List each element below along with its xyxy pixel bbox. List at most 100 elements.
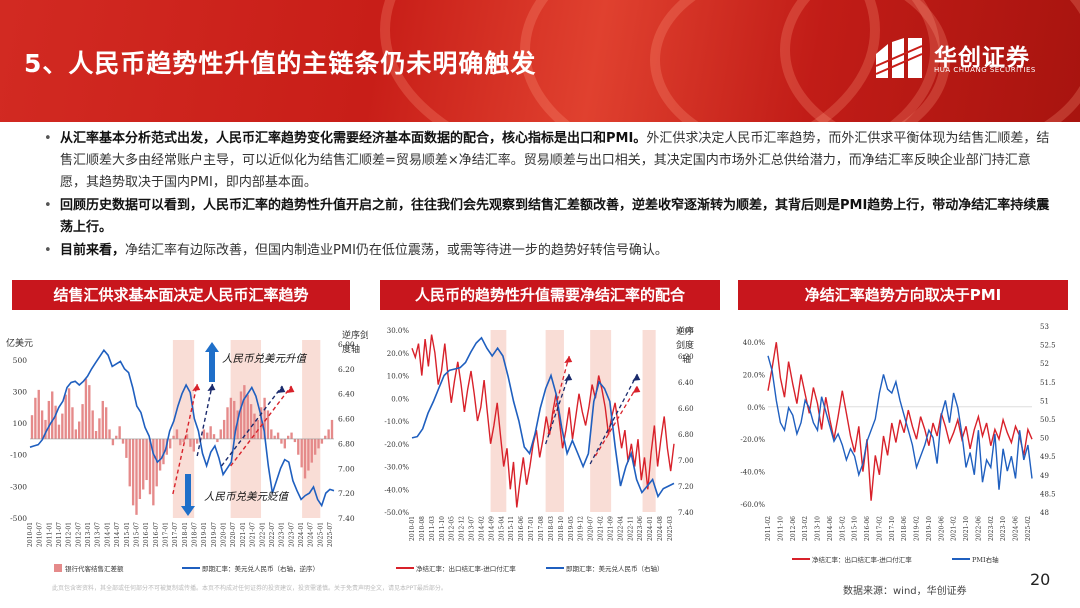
- bar: [280, 438, 283, 444]
- right-tick-label: 6.00: [338, 340, 355, 349]
- x-tick-label: 2018-03: [548, 516, 555, 541]
- left-tick-label: 10.0%: [387, 373, 410, 381]
- x-tick-label: 2019-12: [578, 516, 585, 541]
- trend-arrow-0: [172, 383, 198, 495]
- bar: [152, 438, 155, 506]
- x-tick-label: 2010-01: [409, 516, 416, 541]
- x-tick-label: 2025-07: [327, 522, 334, 547]
- trend-arrowhead-1: [207, 384, 216, 391]
- bar: [185, 434, 189, 439]
- trend-arrowhead-2: [632, 374, 641, 381]
- bar: [216, 438, 219, 443]
- right-chart: 40.0% 20.0% 0.0% -20.0% -40.0% -60.0% 53 52.5 52…: [740, 323, 1056, 564]
- bar: [51, 391, 54, 439]
- trend-arrow-2: [589, 373, 638, 465]
- bar: [128, 438, 131, 487]
- x-tick-label: 2016-07: [153, 522, 160, 547]
- left-tick-label: 30.0%: [387, 327, 410, 335]
- bar: [297, 438, 300, 455]
- x-tick-label: 2017-01: [162, 522, 169, 547]
- x-tick-label: 2019-01: [201, 522, 208, 547]
- bar: [290, 432, 293, 439]
- x-tick-label: 2011-01: [46, 522, 53, 547]
- bar: [71, 407, 74, 439]
- x-tick-label: 2014-06: [827, 516, 834, 541]
- legend-label-2: 即期汇率：美元兑人民币（右轴）: [566, 564, 664, 573]
- bar: [94, 431, 98, 439]
- x-tick-label: 2017-02: [876, 516, 883, 541]
- x-tick-label: 2011-03: [429, 516, 436, 541]
- bar: [286, 435, 290, 439]
- x-tick-label: 2015-07: [133, 522, 140, 547]
- right-tick-label: 50.5: [1040, 416, 1056, 424]
- bar: [115, 435, 118, 439]
- bar: [313, 438, 317, 455]
- legend-label-1: 净结汇率：出口结汇率-进口付汇率: [416, 564, 516, 573]
- x-tick-label: 2017-08: [538, 516, 545, 541]
- right-tick-label: 6.20: [678, 353, 694, 361]
- x-tick-label: 2014-09: [488, 516, 495, 541]
- middle-chart: 30.0% 20.0% 10.0% 0.0% -10.0% -20.0% -30.0% -40…: [384, 325, 694, 573]
- x-tick-label: 2019-07: [211, 522, 218, 547]
- right-tick-label: 6.60: [338, 415, 355, 424]
- bar: [260, 407, 263, 439]
- x-tick-label: 2015-02: [839, 516, 846, 541]
- annotation-appreciation: 人民币兑美元升值: [222, 353, 307, 365]
- x-tick-label: 2021-09: [607, 516, 614, 541]
- right-tick-label: 6.80: [678, 431, 694, 439]
- x-tick-label: 2013-07: [469, 516, 476, 541]
- bar: [118, 426, 121, 439]
- right-tick-label: 7.00: [338, 464, 355, 473]
- x-tick-label: 2010-07: [37, 522, 44, 547]
- trend-arrow-0: [545, 373, 570, 445]
- x-tick-label: 2012-12: [459, 516, 466, 541]
- x-tick-label: 2018-10: [558, 516, 565, 541]
- bar: [206, 432, 209, 439]
- right-tick-label: 6.40: [338, 390, 355, 399]
- left-tick-label: 20.0%: [387, 350, 410, 358]
- right-tick-label: 7.40: [338, 514, 355, 523]
- x-tick-label: 2014-01: [104, 522, 111, 547]
- bar: [270, 429, 273, 439]
- x-tick-label: 2023-02: [988, 516, 995, 541]
- left-tick-label: 300: [13, 387, 28, 396]
- bar: [84, 378, 88, 439]
- bar: [233, 400, 236, 439]
- x-tick-label: 2015-01: [124, 522, 131, 547]
- x-tick-label: 2011-10: [777, 516, 784, 541]
- bar: [266, 410, 270, 439]
- bar: [219, 429, 222, 439]
- x-tick-label: 2024-01: [647, 516, 654, 541]
- annotation-depreciation: 人民币兑美元贬值: [204, 491, 289, 503]
- left-tick-label: -50.0%: [384, 509, 409, 517]
- exchange-rate-line: [29, 348, 335, 508]
- bar: [243, 385, 246, 439]
- exchange-rate-line: [411, 336, 675, 499]
- bar: [78, 421, 81, 439]
- right-tick-label: 52: [1040, 360, 1049, 368]
- bar: [253, 413, 256, 439]
- left-axis-unit: 亿美元: [6, 337, 33, 349]
- bar: [88, 385, 91, 439]
- net-settlement-line: [767, 342, 1033, 501]
- x-tick-label: 2024-01: [298, 522, 305, 547]
- bar: [199, 437, 202, 439]
- right-panel-title: 净结汇率趋势方向取决于PMI: [738, 280, 1068, 310]
- x-tick-label: 2015-04: [498, 516, 505, 541]
- bar: [324, 435, 327, 439]
- right-tick-label: 51.5: [1040, 379, 1056, 387]
- left-tick-label: 500: [13, 356, 28, 365]
- bar: [246, 394, 249, 439]
- x-tick-label: 2023-01: [279, 522, 286, 547]
- bullet-3: 目前来看，净结汇率有边际改善，但国内制造业PMI仍在低位震荡，或需等待进一步的趋…: [40, 240, 1050, 262]
- bar: [158, 438, 162, 471]
- bar: [135, 438, 138, 515]
- bar: [108, 429, 111, 439]
- bar: [175, 429, 179, 439]
- x-tick-label: 2014-02: [478, 516, 485, 541]
- bar: [37, 389, 40, 439]
- bar: [148, 438, 152, 495]
- bar: [293, 438, 297, 443]
- left-tick-label: -40.0%: [384, 486, 409, 494]
